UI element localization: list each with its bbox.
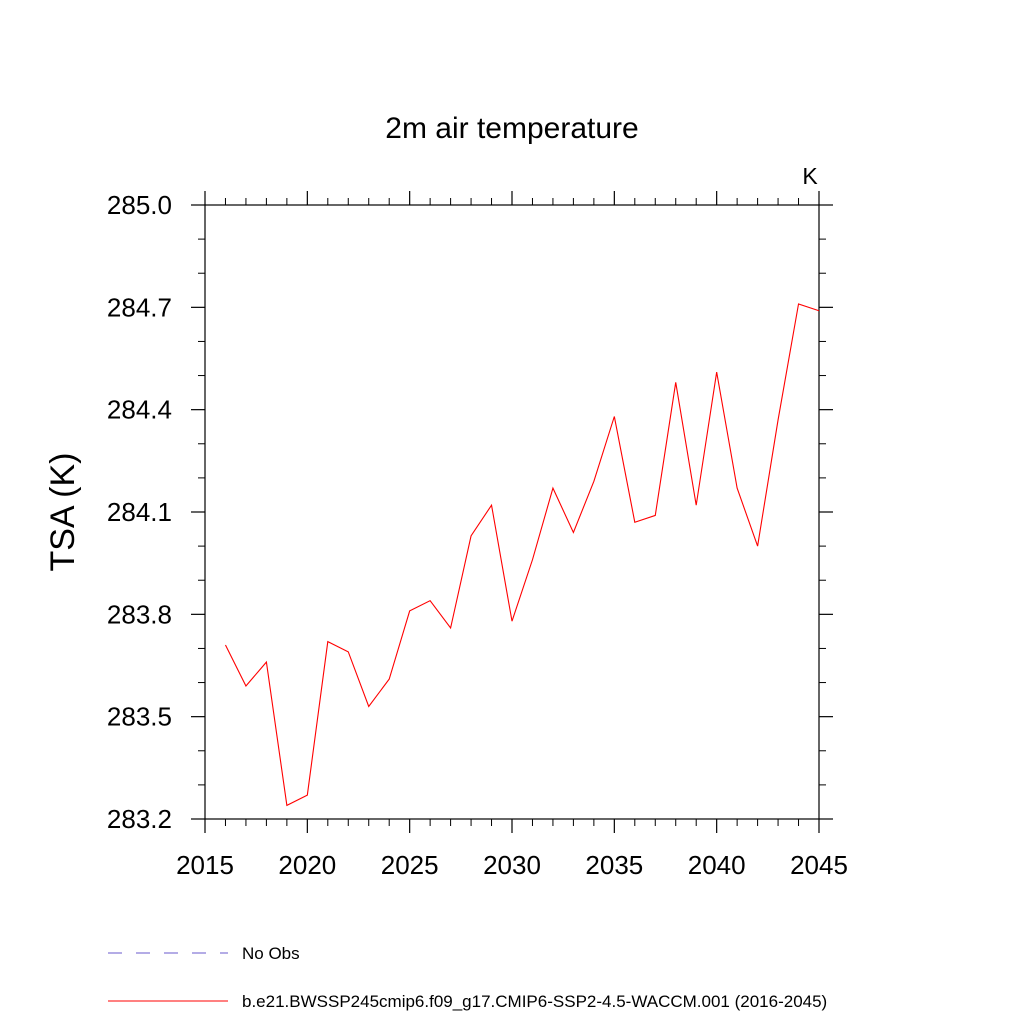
y-axis-tick-labels: 283.2 283.5 283.8 284.1 284.4 284.7 285.0 bbox=[107, 190, 172, 834]
x-tick-label: 2025 bbox=[381, 850, 439, 880]
x-tick-label: 2030 bbox=[483, 850, 541, 880]
y-tick-label: 283.8 bbox=[107, 599, 172, 629]
x-tick-label: 2015 bbox=[176, 850, 234, 880]
x-tick-label: 2045 bbox=[790, 850, 848, 880]
units-label: K bbox=[802, 163, 818, 189]
legend-label-model: b.e21.BWSSP245cmip6.f09_g17.CMIP6-SSP2-4… bbox=[242, 992, 827, 1011]
x-axis-tick-labels: 2015 2020 2025 2030 2035 2040 2045 bbox=[176, 850, 848, 880]
y-tick-label: 283.5 bbox=[107, 702, 172, 732]
y-tick-label: 284.7 bbox=[107, 292, 172, 322]
plot-frame bbox=[204, 204, 820, 820]
y-axis-label: TSA (K) bbox=[44, 452, 82, 571]
x-tick-label: 2020 bbox=[278, 850, 336, 880]
y-tick-label: 283.2 bbox=[107, 804, 172, 834]
x-tick-label: 2040 bbox=[688, 850, 746, 880]
x-axis-ticks bbox=[204, 191, 820, 833]
y-tick-label: 284.4 bbox=[107, 395, 172, 425]
series-group bbox=[224, 303, 820, 807]
x-tick-label: 2035 bbox=[585, 850, 643, 880]
y-axis-ticks bbox=[191, 204, 833, 820]
y-tick-label: 284.1 bbox=[107, 497, 172, 527]
chart-title: 2m air temperature bbox=[385, 112, 638, 145]
legend: No Obs b.e21.BWSSP245cmip6.f09_g17.CMIP6… bbox=[108, 944, 827, 1011]
legend-label-no-obs: No Obs bbox=[242, 944, 300, 963]
series-line-0 bbox=[224, 303, 820, 807]
y-tick-label: 285.0 bbox=[107, 190, 172, 220]
